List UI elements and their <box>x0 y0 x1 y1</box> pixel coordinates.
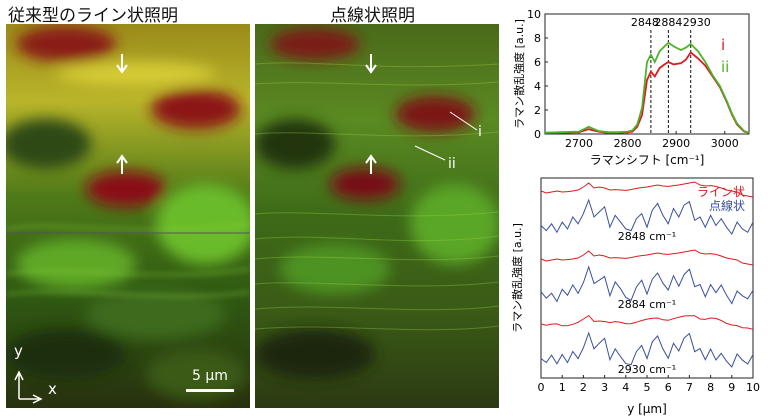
spectrum-plot-frame <box>544 13 750 135</box>
profile-line-series <box>540 249 754 266</box>
spectrum-legend-i: i <box>721 36 725 54</box>
conventional-line-illumination-image: y x 5 µm <box>6 24 250 408</box>
profile-x-tick-label: 6 <box>665 381 672 394</box>
spectrum-x-tick-label: 3000 <box>711 137 739 150</box>
peak-label: 2930 <box>683 16 711 29</box>
profile-dot-series <box>540 265 754 305</box>
spectrum-y-label: ラマン散乱強度 [a.u.] <box>512 19 526 129</box>
scalebar <box>186 389 234 392</box>
line-profile-chart: 0 1 2 3 4 5 6 7 8 9 10 2848 cm⁻¹ 2884 cm⁻¹ 2930 cm⁻¹… <box>510 177 760 416</box>
profile-x-tick-label: 5 <box>644 381 651 394</box>
spectrum-x-tick-label: 2900 <box>662 137 690 150</box>
spectrum-x-tick-label: 2800 <box>614 137 642 150</box>
profile-wavenumber-label: 2884 cm⁻¹ <box>618 298 676 311</box>
profile-line-series <box>540 314 754 330</box>
axis-x-label: x <box>48 380 57 398</box>
middle-panel-title: 点線状照明 <box>330 6 415 26</box>
profile-line-series <box>540 181 754 198</box>
profile-wavenumber-label: 2930 cm⁻¹ <box>618 363 676 376</box>
profile-x-tick-label: 10 <box>746 381 760 394</box>
marker-ii-label: ii <box>448 156 456 172</box>
profile-dot-series <box>540 198 754 235</box>
marker-i-label: i <box>478 124 482 140</box>
profile-wavenumber-label: 2848 cm⁻¹ <box>618 230 676 243</box>
dotted-line-illumination-image: i ii <box>255 24 499 408</box>
profile-x-tick-label: 7 <box>686 381 693 394</box>
spectrum-y-tick-label: 10 <box>527 8 541 21</box>
peak-label: 2848 <box>631 16 659 29</box>
spectrum-legend-ii: ii <box>721 58 729 76</box>
spectrum-x-label: ラマンシフト [cm⁻¹] <box>590 153 705 167</box>
profile-dot-series <box>540 331 754 368</box>
spectrum-y-tick-label: 0 <box>534 128 541 141</box>
legend-line-label: ライン状 <box>697 185 745 199</box>
peak-label: 2884 <box>654 16 682 29</box>
spectrum-y-tick-label: 8 <box>534 32 541 45</box>
profile-x-tick-label: 1 <box>559 381 566 394</box>
profile-x-label: y [µm] <box>627 402 667 416</box>
profile-y-label: ラマン散乱強度 [a.u.] <box>510 223 524 333</box>
profile-x-tick-label: 4 <box>622 381 629 394</box>
profile-x-tick-label: 9 <box>728 381 735 394</box>
profile-x-tick-label: 3 <box>601 381 608 394</box>
spectrum-x-tick-label: 2700 <box>565 137 593 150</box>
profile-x-tick-label: 2 <box>580 381 587 394</box>
spectrum-series-ii <box>544 41 750 134</box>
spectrum-y-tick-label: 4 <box>534 80 541 93</box>
left-panel-title: 従来型のライン状照明 <box>8 6 178 26</box>
profile-x-tick-label: 0 <box>538 381 545 394</box>
scalebar-label: 5 µm <box>192 368 228 384</box>
legend-dot-label: 点線状 <box>709 198 745 213</box>
spectrum-y-tick-label: 2 <box>534 104 541 117</box>
profile-x-tick-label: 8 <box>707 381 714 394</box>
spectrum-y-tick-label: 6 <box>534 56 541 69</box>
axis-y-label: y <box>14 342 23 360</box>
axis-arrows-icon <box>14 370 43 404</box>
